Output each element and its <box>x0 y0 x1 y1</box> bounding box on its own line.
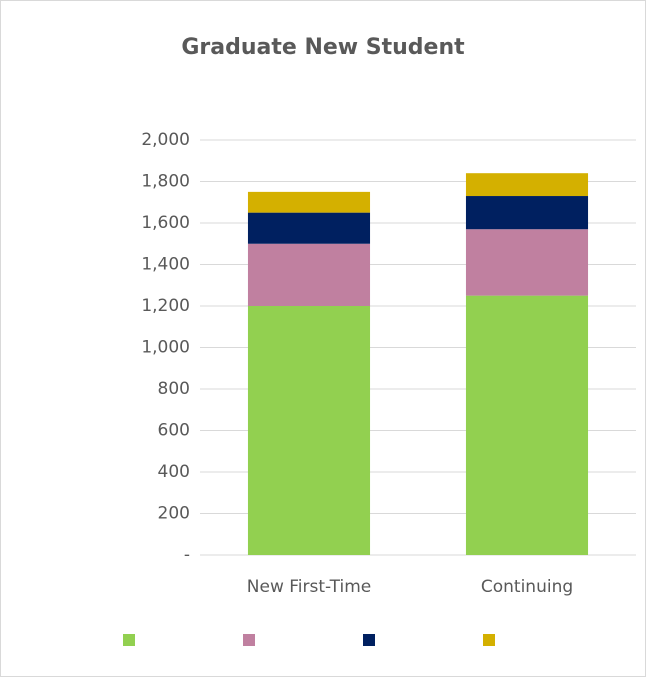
bar-segment <box>248 244 370 306</box>
y-tick-label: 1,200 <box>141 296 190 316</box>
y-tick-label: 800 <box>158 379 190 399</box>
y-tick-label: 600 <box>158 421 190 441</box>
y-tick-label: 1,600 <box>141 213 190 233</box>
legend-swatch <box>243 634 255 646</box>
bar-segment <box>466 196 588 229</box>
bar-segment <box>466 296 588 555</box>
y-tick-label: 200 <box>158 504 190 524</box>
y-tick-label: 1,800 <box>141 172 190 192</box>
y-tick-label: 1,000 <box>141 338 190 358</box>
y-tick-label: 1,400 <box>141 255 190 275</box>
legend-swatch <box>363 634 375 646</box>
y-tick-label: 400 <box>158 462 190 482</box>
y-tick-label: 2,000 <box>141 130 190 150</box>
bar-segment <box>466 173 588 196</box>
bar-segment <box>248 192 370 213</box>
legend-swatch <box>483 634 495 646</box>
chart: Graduate New Student - 200 400 600 800 1,000 1… <box>0 0 646 677</box>
x-tick-label: Continuing <box>481 577 573 597</box>
chart-title: Graduate New Student <box>181 35 465 60</box>
legend-swatch <box>123 634 135 646</box>
x-tick-label: New First-Time <box>247 577 371 597</box>
bar-segment <box>248 213 370 244</box>
bar-segment <box>248 306 370 555</box>
bar-segment <box>466 229 588 295</box>
y-tick-label: - <box>184 545 190 565</box>
